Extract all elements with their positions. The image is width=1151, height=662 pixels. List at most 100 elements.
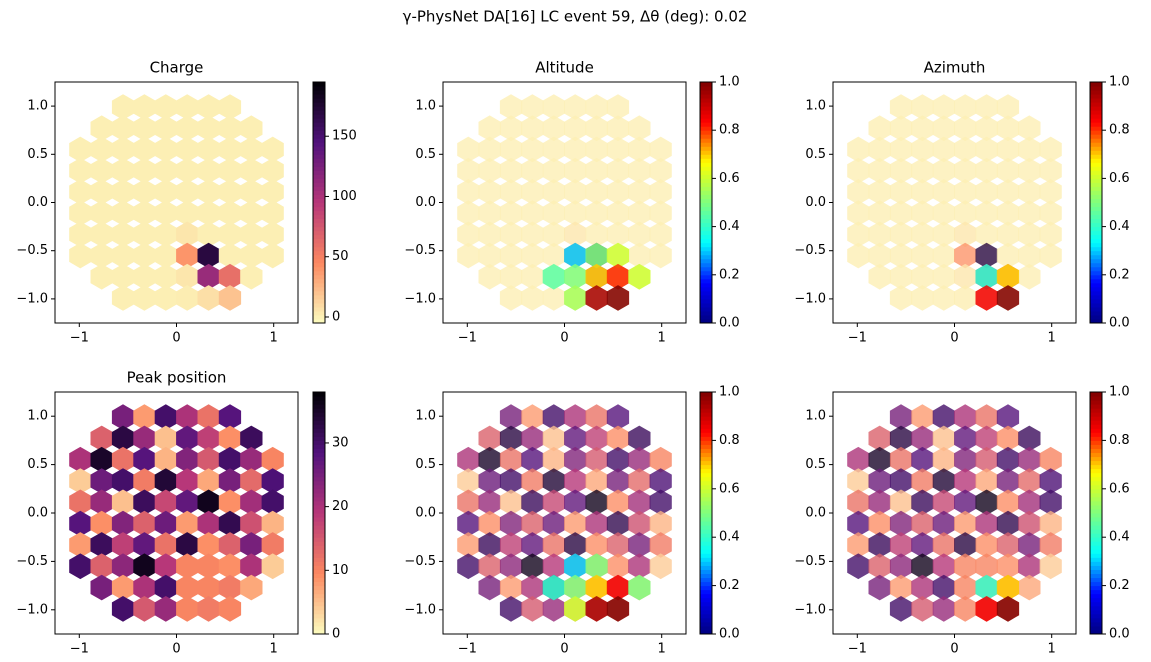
colorbar-segment xyxy=(700,154,712,159)
colorbar-segment xyxy=(700,310,712,316)
colorbar-segment xyxy=(1090,306,1102,312)
colorbar-segment xyxy=(1090,396,1102,401)
colorbar-segment xyxy=(313,456,325,462)
hex-pixel xyxy=(564,446,587,473)
hex-pixel xyxy=(218,489,242,516)
hex-pixel xyxy=(954,94,977,120)
hex-pixel xyxy=(606,553,630,580)
y-tick-label: −1.0 xyxy=(794,602,826,617)
colorbar-segment xyxy=(313,585,325,591)
hex-pixel xyxy=(542,468,565,494)
hex-pixel xyxy=(261,553,284,580)
colorbar-segment xyxy=(313,174,325,179)
colorbar-segment xyxy=(700,400,712,405)
colorbar-segment xyxy=(1090,609,1102,615)
hex-pixel xyxy=(478,446,501,473)
hex-pixel xyxy=(154,285,177,311)
hex-pixel xyxy=(1039,221,1062,248)
hex-pixel xyxy=(111,285,135,311)
x-tick-label: 0 xyxy=(950,331,958,346)
colorbar-segment xyxy=(700,98,712,103)
colorbar-segment xyxy=(700,242,712,248)
hex-pixel xyxy=(478,136,501,163)
hex-pixel xyxy=(176,157,199,184)
hex-pixel xyxy=(911,263,934,290)
hex-pixel xyxy=(90,532,113,558)
hex-pixel xyxy=(1039,532,1062,558)
hex-pixel xyxy=(1018,532,1041,558)
hex-pixel xyxy=(499,200,523,226)
hex-pixel xyxy=(889,425,913,452)
hex-pixel xyxy=(911,574,934,601)
panel-title: Peak position xyxy=(127,369,227,387)
colorbar-segment xyxy=(700,517,712,522)
hex-pixel xyxy=(868,115,891,142)
hex-pixel xyxy=(564,179,587,205)
colorbar-segment xyxy=(1090,577,1102,583)
hex-pixel xyxy=(197,285,220,311)
hex-pixel xyxy=(606,446,630,473)
colorbar-segment xyxy=(313,605,325,611)
hex-pixel xyxy=(478,221,501,248)
colorbar-segment xyxy=(313,198,325,203)
hex-pixel xyxy=(111,553,135,580)
hex-pixel xyxy=(521,136,544,163)
colorbar-frame xyxy=(312,81,326,324)
colorbar-segment xyxy=(313,589,325,595)
colorbar-segment xyxy=(313,154,325,159)
overlay-pixel xyxy=(585,242,608,269)
hex-pixel xyxy=(154,404,177,430)
hex-pixel xyxy=(240,489,263,516)
hex-pixel xyxy=(975,489,998,516)
hex-pixel xyxy=(996,425,1020,452)
colorbar-tick-label: 0.6 xyxy=(719,171,740,186)
colorbar-segment xyxy=(313,126,325,131)
hex-pixel xyxy=(478,489,501,516)
hex-pixel xyxy=(996,200,1020,226)
hex-pixel xyxy=(154,221,177,248)
hex-pixel xyxy=(606,489,630,516)
colorbar-segment xyxy=(313,569,325,574)
colorbar-segment xyxy=(313,166,325,171)
colorbar-segment xyxy=(700,214,712,220)
colorbar-segment xyxy=(313,258,325,264)
hex-pixel xyxy=(218,532,242,558)
hex-pixel xyxy=(521,446,544,473)
colorbar-segment xyxy=(1090,468,1102,474)
hex-pixel xyxy=(218,468,242,494)
hex-pixel xyxy=(69,200,92,226)
hex-pixel xyxy=(606,221,630,248)
colorbar-segment xyxy=(1090,452,1102,458)
hex-pixel xyxy=(889,532,913,558)
colorbar-segment xyxy=(313,577,325,583)
colorbar-segment xyxy=(313,448,325,453)
hex-pixel xyxy=(911,446,934,473)
colorbar-segment xyxy=(700,392,712,397)
colorbar-segment xyxy=(1090,492,1102,498)
hex-pixel xyxy=(521,468,544,494)
colorbar-segment xyxy=(313,222,325,228)
hex-pixel xyxy=(606,94,630,120)
colorbar-segment xyxy=(1090,545,1102,550)
hex-pixel xyxy=(218,574,242,601)
colorbar-segment xyxy=(700,621,712,627)
colorbar-segment xyxy=(1090,258,1102,264)
colorbar-segment xyxy=(313,170,325,175)
colorbar-segment xyxy=(1090,218,1102,224)
colorbar-segment xyxy=(1090,553,1102,558)
hex-pixel xyxy=(240,468,263,494)
hex-pixel xyxy=(975,242,998,269)
axes-frame xyxy=(54,391,299,635)
y-tick-label: 1.0 xyxy=(27,409,48,424)
hex-pixel xyxy=(954,115,977,142)
hex-pixel xyxy=(133,553,156,580)
colorbar-segment xyxy=(1090,521,1102,526)
hex-pixel xyxy=(911,221,934,248)
colorbar-segment xyxy=(1090,432,1102,437)
hex-pixel xyxy=(133,489,156,516)
hex-pixel xyxy=(133,136,156,163)
hex-pixel xyxy=(889,94,913,120)
hex-pixel xyxy=(478,263,501,290)
colorbar-segment xyxy=(700,226,712,232)
colorbar-segment xyxy=(700,194,712,199)
